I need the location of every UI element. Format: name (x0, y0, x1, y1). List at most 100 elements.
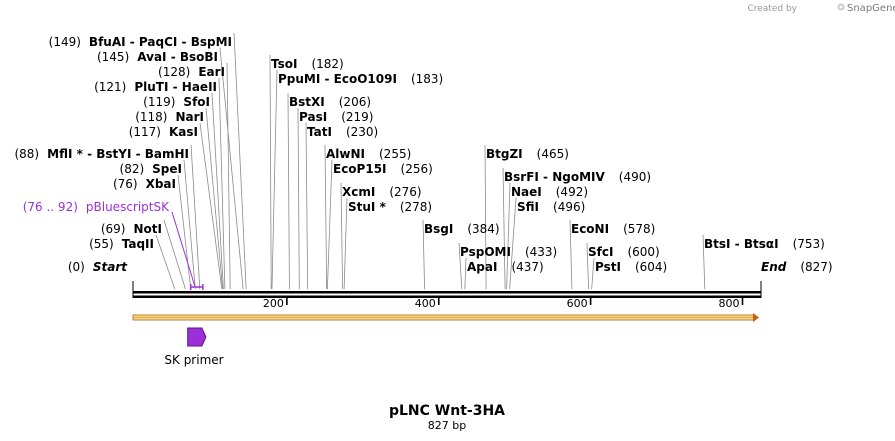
sk-primer-arrow[interactable] (187, 327, 207, 347)
site-label-bsgi[interactable]: BsgI (384) (424, 222, 500, 236)
site-label-tati[interactable]: TatI (230) (307, 125, 378, 139)
site-enzyme-name: AvaI (137, 50, 166, 64)
site-enzyme-name: PspOMI (460, 245, 511, 259)
pbluescriptsk-label: (76 .. 92) pBluescriptSK (23, 200, 170, 214)
site-leader-line (586, 242, 590, 290)
dna-strand-top (133, 291, 761, 294)
site-label-xbai[interactable]: (76) XbaI (113, 177, 176, 191)
site-leader-line (219, 47, 244, 290)
site-enzyme-name: PasI (299, 110, 327, 124)
site-label-sfoi[interactable]: (119) SfoI (143, 95, 210, 109)
site-label-pasi[interactable]: PasI (219) (299, 110, 373, 124)
site-label-noti[interactable]: (69) NotI (101, 222, 162, 236)
site-position: (465) (537, 147, 569, 161)
site-label-ppumi[interactable]: PpuMI - EcoO109I (183) (278, 72, 443, 86)
site-label-sfii[interactable]: SfiI (496) (517, 200, 585, 214)
site-enzyme-name: XcmI (342, 185, 375, 199)
site-label-avai[interactable]: (145) AvaI - BsoBI (97, 50, 218, 64)
plasmid-name: pLNC Wnt-3HA (389, 403, 505, 419)
site-label-sfci[interactable]: SfcI (600) (588, 245, 660, 259)
site-leader-line (155, 234, 176, 290)
site-leader-line (287, 92, 290, 290)
site-label-stui[interactable]: StuI * (278) (348, 200, 432, 214)
site-position: (55) (89, 237, 114, 251)
site-enzyme-name: EcoP15I (333, 162, 387, 176)
site-position: (600) (627, 245, 659, 259)
site-enzyme-name: PstI (595, 260, 621, 274)
site-enzyme-name: NarI (175, 110, 204, 124)
site-label-btsi[interactable]: BtsI - BtsαI (753) (704, 237, 825, 251)
site-position: (183) (411, 72, 443, 86)
site-position: (128) (158, 65, 190, 79)
site-leader-line (569, 219, 573, 290)
site-enzyme-name: TaqII (122, 237, 154, 251)
site-enzyme-name: MflI * (47, 147, 83, 161)
site-leader-line (271, 69, 278, 290)
site-label-btgzi[interactable]: BtgZI (465) (486, 147, 569, 161)
site-enzyme-name: PluTI (134, 80, 168, 94)
pbluescriptsk-name: pBluescriptSK (86, 200, 170, 214)
pbluescriptsk-leader-line (171, 211, 196, 287)
site-leader-line (163, 219, 186, 290)
site-position: (578) (623, 222, 655, 236)
site-label-eari[interactable]: (128) EarI (158, 65, 225, 79)
start-name: Start (93, 260, 128, 274)
site-enzyme-name: SfoI (183, 95, 210, 109)
site-leader-line (199, 122, 223, 290)
site-label-tsoi[interactable]: TsoI (182) (271, 57, 344, 71)
site-leader-line (297, 107, 300, 290)
pbluescriptsk-bracket (189, 284, 204, 290)
site-label-bfuai[interactable]: (149) BfuAI - PaqCI - BspMI (49, 35, 232, 49)
site-leader-line (506, 182, 511, 290)
cut-site-labels: (149) BfuAI - PaqCI - BspMI (145) AvaI - B… (14, 35, 824, 274)
snapgene-brand: SnapGene (847, 3, 895, 14)
site-label-mfli[interactable]: (88) MflI * - BstYI - BamHI (14, 147, 189, 161)
plasmid-length: 827 bp (428, 419, 466, 432)
site-label-nari[interactable]: (118) NarI (135, 110, 204, 124)
site-position: (433) (525, 245, 557, 259)
site-position: (492) (556, 185, 588, 199)
site-position: (753) (793, 237, 825, 251)
site-label-kasi[interactable]: (117) KasI (129, 125, 198, 139)
site-label-taqii[interactable]: (55) TaqII (89, 237, 154, 251)
site-label-pluti[interactable]: (121) PluTI - HaeII (94, 80, 217, 94)
site-label-apai[interactable]: ApaI (437) (467, 260, 544, 274)
site-enzyme-name: BsgI (424, 222, 453, 236)
site-label-ecop15i[interactable]: EcoP15I (256) (333, 162, 433, 176)
site-label-bsrfi[interactable]: BsrFI - NgoMIV (490) (504, 170, 651, 184)
site-label-bstxi[interactable]: BstXI (206) (289, 95, 371, 109)
site-position: (384) (467, 222, 499, 236)
site-enzyme-name: BtsI (704, 237, 731, 251)
site-enzyme-name: - BtsαI (731, 237, 779, 251)
site-leader-line (591, 257, 595, 290)
site-label-econi[interactable]: EcoNI (578) (571, 222, 655, 236)
site-leader-line (458, 242, 463, 290)
full-length-feature-arrow[interactable] (132, 313, 759, 322)
site-leader-line (205, 107, 224, 290)
site-label-naei[interactable]: NaeI (492) (511, 185, 588, 199)
site-position: (88) (14, 147, 39, 161)
site-enzyme-name: - NgoMIV (539, 170, 606, 184)
site-position: (149) (49, 35, 81, 49)
site-enzyme-name: SfcI (588, 245, 613, 259)
end-position: (827) (800, 260, 832, 274)
ruler-tick-label: 400 (415, 297, 436, 310)
site-enzyme-name: EarI (198, 65, 225, 79)
snapgene-logo-icon (837, 3, 845, 11)
site-leader-line (211, 92, 224, 290)
ruler: 200 400 600 800 (263, 297, 744, 310)
site-label-spei[interactable]: (82) SpeI (120, 162, 182, 176)
dna-strand-bottom (133, 295, 761, 298)
site-position: (69) (101, 222, 126, 236)
site-label-alwni[interactable]: AlwNI (255) (326, 147, 411, 161)
site-label-pspomi[interactable]: PspOMI (433) (460, 245, 557, 259)
site-position: (219) (341, 110, 373, 124)
site-leader-line (702, 234, 706, 290)
site-label-psti[interactable]: PstI (604) (595, 260, 667, 274)
site-enzyme-name: BfuAI (89, 35, 126, 49)
site-label-xcmi[interactable]: XcmI (276) (342, 185, 422, 199)
site-enzyme-name: - HaeII (168, 80, 217, 94)
site-enzyme-name: AlwNI (326, 147, 365, 161)
site-enzyme-name: BstXI (289, 95, 325, 109)
site-leader-line (305, 122, 309, 290)
